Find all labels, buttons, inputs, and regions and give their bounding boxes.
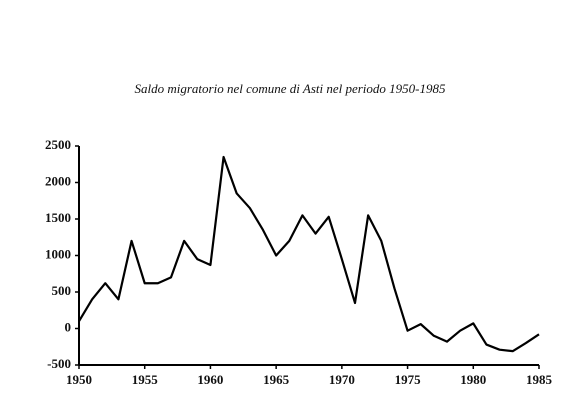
x-tick-label: 1980	[460, 372, 486, 387]
x-tick-label: 1975	[395, 372, 422, 387]
y-tick-label: -500	[47, 356, 71, 371]
y-tick-label: 1500	[45, 210, 71, 225]
x-tick-label: 1970	[329, 372, 355, 387]
y-tick-label: 2500	[45, 137, 71, 152]
x-tick-label: 1965	[263, 372, 290, 387]
chart-title: Saldo migratorio nel comune di Asti nel …	[134, 81, 446, 96]
x-tick-label: 1960	[197, 372, 223, 387]
y-tick-label: 1000	[45, 246, 71, 261]
y-tick-label: 2000	[45, 173, 71, 188]
x-tick-label: 1985	[526, 372, 553, 387]
x-tick-label: 1955	[132, 372, 159, 387]
y-tick-label: 500	[52, 283, 72, 298]
x-tick-label: 1950	[66, 372, 92, 387]
y-tick-label: 0	[65, 319, 72, 334]
data-line	[78, 155, 540, 353]
